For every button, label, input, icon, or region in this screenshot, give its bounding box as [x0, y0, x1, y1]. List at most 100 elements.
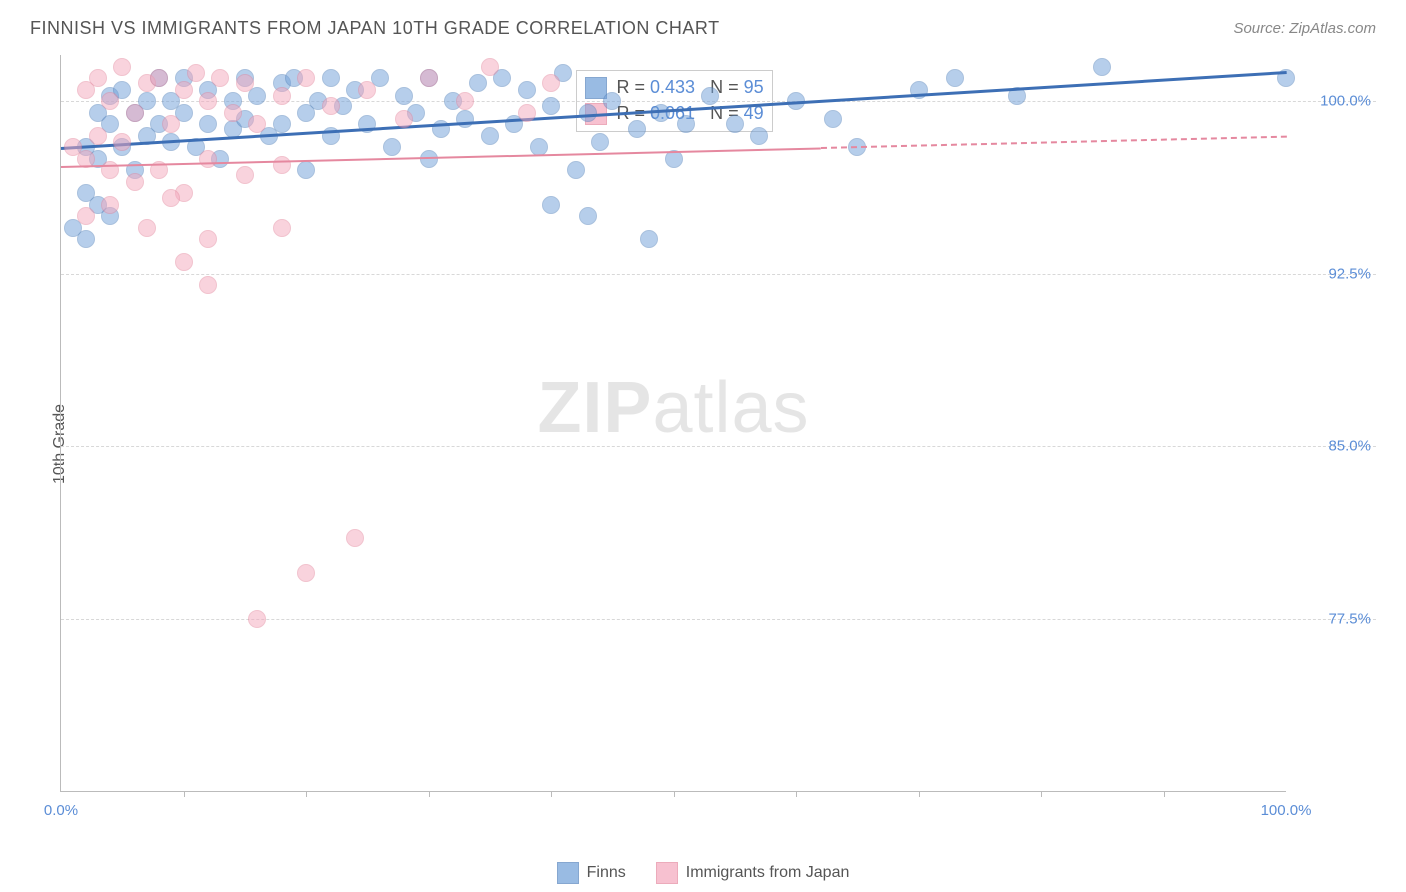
watermark-zip: ZIP [537, 368, 652, 448]
source-attribution: Source: ZipAtlas.com [1233, 20, 1376, 37]
y-tick-label: 85.0% [1328, 438, 1371, 455]
scatter-point [322, 97, 340, 115]
scatter-point [456, 110, 474, 128]
legend-label: Finns [587, 864, 626, 882]
scatter-point [248, 610, 266, 628]
scatter-point [726, 115, 744, 133]
scatter-point [77, 230, 95, 248]
scatter-point [603, 92, 621, 110]
scatter-point [199, 92, 217, 110]
x-tick [1164, 791, 1165, 797]
legend-item: Finns [557, 862, 626, 884]
scatter-point [383, 138, 401, 156]
scatter-point [273, 115, 291, 133]
scatter-point [101, 196, 119, 214]
scatter-point [297, 69, 315, 87]
scatter-point [89, 69, 107, 87]
x-tick [796, 791, 797, 797]
x-tick [1041, 791, 1042, 797]
scatter-point [701, 87, 719, 105]
scatter-point [187, 64, 205, 82]
watermark: ZIPatlas [537, 367, 809, 449]
scatter-point [162, 189, 180, 207]
regression-line [821, 136, 1287, 149]
scatter-point [126, 104, 144, 122]
scatter-point [322, 69, 340, 87]
scatter-point [640, 230, 658, 248]
chart-legend: Finns Immigrants from Japan [0, 862, 1406, 884]
stats-text: R = 0.433 N = 95 [617, 77, 764, 98]
scatter-point [199, 115, 217, 133]
scatter-point [113, 58, 131, 76]
scatter-point [273, 156, 291, 174]
scatter-point [542, 74, 560, 92]
scatter-point [395, 110, 413, 128]
legend-item: Immigrants from Japan [656, 862, 850, 884]
scatter-point [199, 276, 217, 294]
legend-label: Immigrants from Japan [686, 864, 850, 882]
scatter-point [628, 120, 646, 138]
scatter-point [518, 81, 536, 99]
scatter-point [248, 87, 266, 105]
x-tick [919, 791, 920, 797]
scatter-point [677, 115, 695, 133]
x-tick [674, 791, 675, 797]
scatter-point [126, 173, 144, 191]
scatter-point [89, 127, 107, 145]
y-tick-label: 92.5% [1328, 265, 1371, 282]
scatter-point [481, 58, 499, 76]
scatter-point [542, 97, 560, 115]
scatter-point [579, 104, 597, 122]
scatter-point [567, 161, 585, 179]
scatter-point [358, 81, 376, 99]
legend-swatch [656, 862, 678, 884]
scatter-point [236, 74, 254, 92]
scatter-point [469, 74, 487, 92]
scatter-point [77, 207, 95, 225]
scatter-point [346, 529, 364, 547]
scatter-point [199, 150, 217, 168]
scatter-point [236, 166, 254, 184]
scatter-point [1093, 58, 1111, 76]
scatter-point [579, 207, 597, 225]
scatter-point [150, 69, 168, 87]
y-tick-label: 100.0% [1320, 93, 1371, 110]
scatter-point [518, 104, 536, 122]
scatter-point [199, 230, 217, 248]
x-tick [184, 791, 185, 797]
y-tick-label: 77.5% [1328, 610, 1371, 627]
scatter-point [481, 127, 499, 145]
scatter-point [297, 161, 315, 179]
series-swatch [585, 77, 607, 99]
x-tick [429, 791, 430, 797]
scatter-point [175, 253, 193, 271]
scatter-point [113, 133, 131, 151]
scatter-point [456, 92, 474, 110]
gridline-horizontal [61, 446, 1376, 447]
scatter-point [138, 219, 156, 237]
x-tick [551, 791, 552, 797]
scatter-point [946, 69, 964, 87]
scatter-point [224, 104, 242, 122]
x-tick [306, 791, 307, 797]
scatter-point [824, 110, 842, 128]
scatter-point [420, 69, 438, 87]
scatter-point [248, 115, 266, 133]
legend-swatch [557, 862, 579, 884]
chart-title: FINNISH VS IMMIGRANTS FROM JAPAN 10TH GR… [30, 18, 720, 39]
chart-container: 10th Grade ZIPatlas R = 0.433 N = 95R = … [50, 55, 1376, 832]
scatter-point [750, 127, 768, 145]
scatter-point [542, 196, 560, 214]
scatter-point [395, 87, 413, 105]
scatter-point [273, 87, 291, 105]
scatter-point [297, 564, 315, 582]
gridline-horizontal [61, 274, 1376, 275]
scatter-point [162, 115, 180, 133]
x-tick-label: 0.0% [44, 802, 78, 819]
scatter-point [273, 219, 291, 237]
scatter-point [211, 69, 229, 87]
scatter-point [175, 81, 193, 99]
scatter-point [591, 133, 609, 151]
plot-area: ZIPatlas R = 0.433 N = 95R = 0.061 N = 4… [60, 55, 1286, 792]
scatter-point [101, 92, 119, 110]
